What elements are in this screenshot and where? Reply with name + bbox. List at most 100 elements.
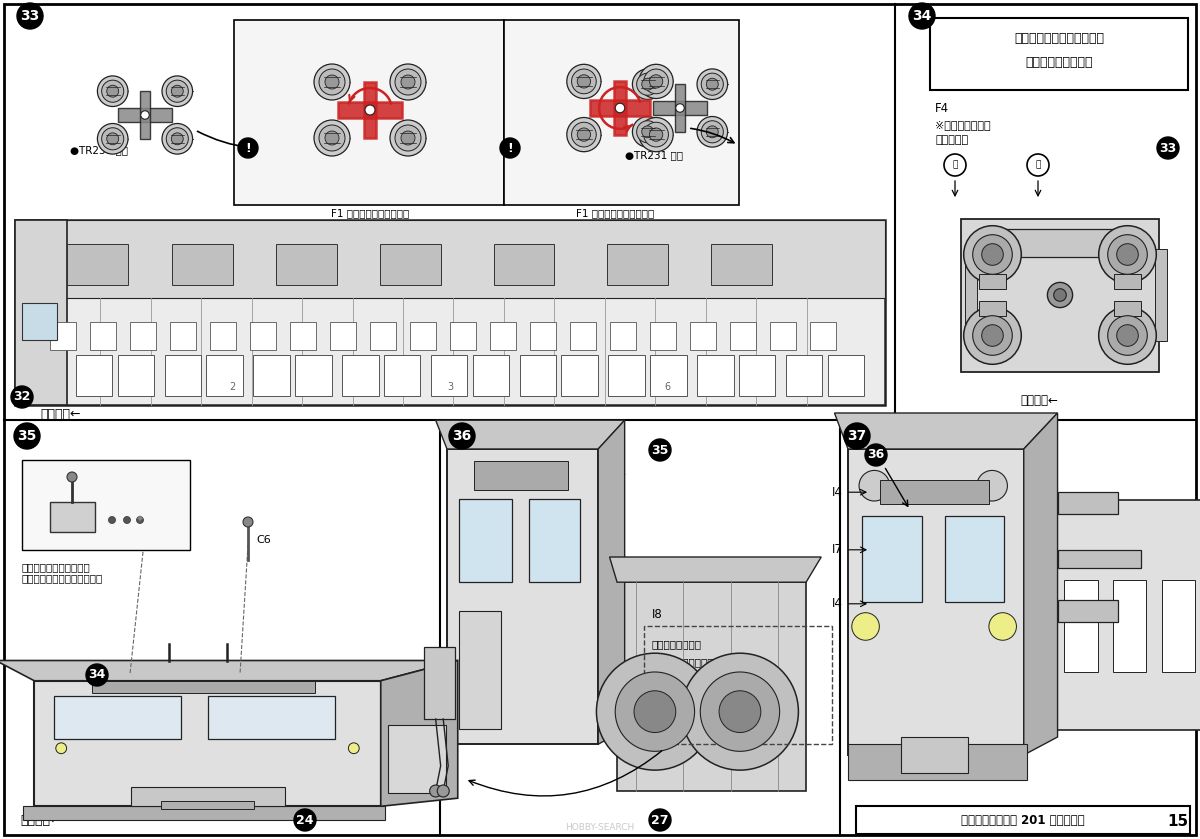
Circle shape [719,690,761,732]
Circle shape [852,612,880,640]
Circle shape [577,128,590,141]
Bar [450,321,476,350]
Text: ●TR231 台車: ●TR231 台車 [625,150,683,160]
Circle shape [989,612,1016,640]
Circle shape [1117,325,1139,347]
Bar [810,321,836,350]
Circle shape [642,126,654,138]
Bar [67,244,128,284]
Circle shape [162,76,193,107]
Circle shape [910,3,935,29]
Circle shape [616,672,695,752]
Bar [460,499,512,581]
Circle shape [1048,283,1073,308]
Circle shape [319,69,346,95]
Circle shape [701,73,724,96]
Circle shape [102,81,124,102]
Bar [410,321,436,350]
Text: このパーツは上級者向けの: このパーツは上級者向けの [1014,32,1104,44]
Bar [384,355,420,396]
Circle shape [707,126,719,138]
Circle shape [67,472,77,482]
Bar [710,244,772,284]
Bar [172,244,233,284]
Bar [22,460,190,550]
Circle shape [167,81,188,102]
Bar [848,449,1024,755]
Bar [206,355,242,396]
Circle shape [348,743,359,753]
Circle shape [1054,289,1067,301]
Circle shape [55,743,67,753]
Bar [848,744,1027,780]
Bar [431,355,468,396]
Polygon shape [35,680,380,806]
Circle shape [637,73,659,96]
Circle shape [977,471,1008,501]
Circle shape [172,86,184,97]
Bar [504,20,739,205]
Text: 32: 32 [13,390,31,404]
Circle shape [107,133,119,145]
Bar [529,499,580,581]
Bar [474,461,568,490]
Circle shape [162,123,193,154]
Circle shape [314,120,350,156]
Bar [607,244,667,284]
Circle shape [365,105,374,115]
Bar [118,355,154,396]
Bar [965,249,977,341]
Circle shape [1099,307,1157,364]
Bar [250,321,276,350]
Circle shape [1117,243,1139,265]
Circle shape [137,517,144,524]
Bar [1057,492,1118,513]
Bar [739,355,775,396]
Bar [253,355,290,396]
Text: I7: I7 [832,544,842,556]
Text: 6: 6 [665,382,671,392]
Text: !: ! [508,142,512,154]
Bar [614,81,625,134]
Bar [862,516,922,602]
Circle shape [566,117,601,152]
Bar [786,355,822,396]
Text: C6: C6 [256,535,271,545]
Circle shape [325,75,340,89]
Circle shape [107,86,119,97]
Polygon shape [436,420,625,449]
Circle shape [676,104,684,112]
Circle shape [982,243,1003,265]
Bar [364,82,376,138]
Circle shape [238,138,258,158]
Bar [1051,500,1200,730]
Circle shape [616,103,625,112]
Circle shape [1108,235,1147,274]
Bar [493,244,554,284]
Circle shape [437,785,449,797]
Text: 接着します: 接着します [935,135,968,145]
Circle shape [973,315,1013,355]
Text: 付いていない連結器を: 付いていない連結器を [652,657,714,667]
Bar [276,244,337,284]
Circle shape [140,111,149,119]
Circle shape [1027,154,1049,176]
Text: !: ! [245,142,251,154]
Circle shape [449,423,475,449]
Circle shape [14,423,40,449]
Bar [856,806,1190,834]
Text: F1 の向きに注意しながら
組みます: F1 の向きに注意しながら 組みます [331,208,409,230]
Circle shape [1099,226,1157,284]
Circle shape [242,517,253,527]
Bar [697,355,733,396]
Circle shape [97,123,128,154]
Circle shape [649,75,662,88]
Polygon shape [610,557,821,582]
Circle shape [17,3,43,29]
Bar [979,274,1006,289]
Text: 運転席側←: 運転席側← [20,815,60,827]
Text: 取り付けたい場合は: 取り付けたい場合は [652,675,708,685]
Bar [828,355,864,396]
Bar [370,321,396,350]
Circle shape [571,122,596,147]
